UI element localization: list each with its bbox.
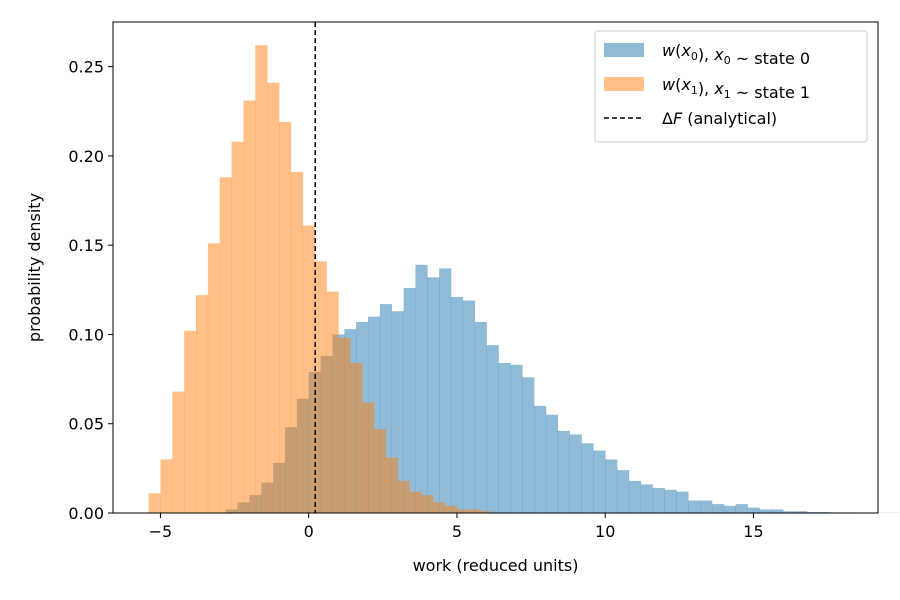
histogram-bar: [794, 511, 808, 513]
histogram-bar: [184, 330, 197, 513]
histogram-bar: [160, 459, 173, 513]
histogram-bar: [267, 82, 280, 514]
histogram-bar: [350, 363, 363, 513]
legend-label: ΔF (analytical): [662, 109, 777, 128]
bars-layer: [148, 45, 900, 514]
x-tick-label: 5: [452, 522, 462, 541]
histogram-bar: [688, 500, 701, 513]
histogram-bar: [652, 488, 665, 513]
histogram-bar: [534, 405, 547, 513]
histogram-bar: [148, 493, 161, 513]
histogram-bar: [439, 268, 452, 513]
histogram-bar: [498, 363, 511, 513]
legend-label: w(x1), x1 ~ state 1: [662, 75, 810, 102]
histogram-bar: [771, 509, 784, 513]
histogram-bar: [711, 504, 725, 513]
histogram-bar: [628, 480, 642, 513]
y-tick-label: 0.10: [68, 325, 104, 344]
histogram-bar: [451, 296, 464, 513]
histogram-bar: [474, 321, 487, 513]
histogram-bar: [676, 491, 689, 513]
histogram-bar: [617, 470, 630, 513]
histogram-bar: [640, 484, 653, 513]
histogram-bar: [373, 429, 387, 513]
histogram-bar: [557, 430, 570, 513]
histogram-bar: [427, 277, 440, 513]
plot-frame: [112, 21, 879, 514]
histogram-bar: [581, 443, 594, 513]
histogram-bar: [172, 391, 185, 513]
histogram-bar: [522, 377, 535, 513]
y-tick-label: 0.05: [68, 415, 104, 434]
histogram-bar: [480, 511, 493, 513]
histogram-bar: [421, 495, 434, 513]
histogram-bar: [723, 505, 736, 513]
histogram-bar: [759, 509, 772, 513]
histogram-bar: [314, 261, 327, 513]
x-axis: −5 0 5 10 15: [149, 513, 764, 541]
y-axis-label: probability density: [25, 193, 44, 342]
legend-entry-0: w(x0), x0 ~ state 0: [604, 41, 810, 68]
histogram-bar: [207, 243, 221, 513]
histogram-bar: [397, 480, 410, 513]
x-axis-label: work (reduced units): [413, 556, 579, 575]
histogram-bar: [433, 502, 446, 513]
histogram-bar: [231, 141, 244, 513]
histogram-bar: [290, 171, 304, 513]
x-tick-label: 10: [595, 522, 615, 541]
histogram-bar: [338, 338, 351, 513]
histogram-bar: [700, 500, 713, 513]
histogram-bar: [219, 177, 232, 514]
histogram-bar: [747, 507, 760, 513]
histogram-bar: [385, 457, 398, 513]
histogram-bar: [735, 504, 748, 513]
y-tick-label: 0.20: [68, 147, 104, 166]
x-tick-label: 15: [743, 522, 763, 541]
histogram-bar: [279, 121, 292, 514]
histogram-bar: [409, 491, 422, 513]
x-tick-label: 0: [304, 522, 314, 541]
histogram-bar: [243, 100, 256, 513]
histogram-bar: [664, 489, 677, 513]
y-tick-label: 0.25: [68, 58, 104, 77]
y-axis: 0.00 0.05 0.10 0.15 0.20 0.25: [68, 58, 113, 523]
histogram-bar: [403, 288, 416, 513]
histogram-bar: [510, 364, 523, 513]
legend-box: [594, 30, 868, 143]
y-tick-label: 0.00: [68, 504, 104, 523]
histogram-bar: [486, 345, 499, 513]
histogram-bar: [415, 264, 428, 513]
legend: w(x0), x0 ~ state 0 w(x1), x1 ~ state 1 ΔF…: [594, 30, 868, 143]
legend-swatch: [604, 77, 644, 91]
histogram-bar: [445, 505, 458, 513]
histogram-bar: [545, 414, 559, 513]
histogram-bar: [605, 459, 618, 513]
histogram-bar: [593, 450, 606, 513]
histogram-bar: [468, 509, 481, 513]
x-tick-label: −5: [149, 522, 173, 541]
series-1-bars: [148, 45, 493, 514]
legend-label: w(x0), x0 ~ state 0: [662, 41, 810, 68]
legend-entry-2: ΔF (analytical): [604, 109, 777, 128]
histogram-bar: [196, 295, 209, 513]
histogram-bar: [302, 225, 315, 514]
y-tick-label: 0.15: [68, 236, 104, 255]
histogram-bar: [362, 402, 375, 513]
histogram-bar: [326, 291, 339, 513]
histogram-bar: [456, 509, 470, 513]
histogram-bar: [462, 300, 476, 513]
histogram-bar: [255, 45, 268, 514]
histogram-bar: [783, 511, 796, 513]
legend-swatch: [604, 43, 644, 57]
histogram-bar: [569, 434, 582, 513]
legend-entry-1: w(x1), x1 ~ state 1: [604, 75, 810, 102]
